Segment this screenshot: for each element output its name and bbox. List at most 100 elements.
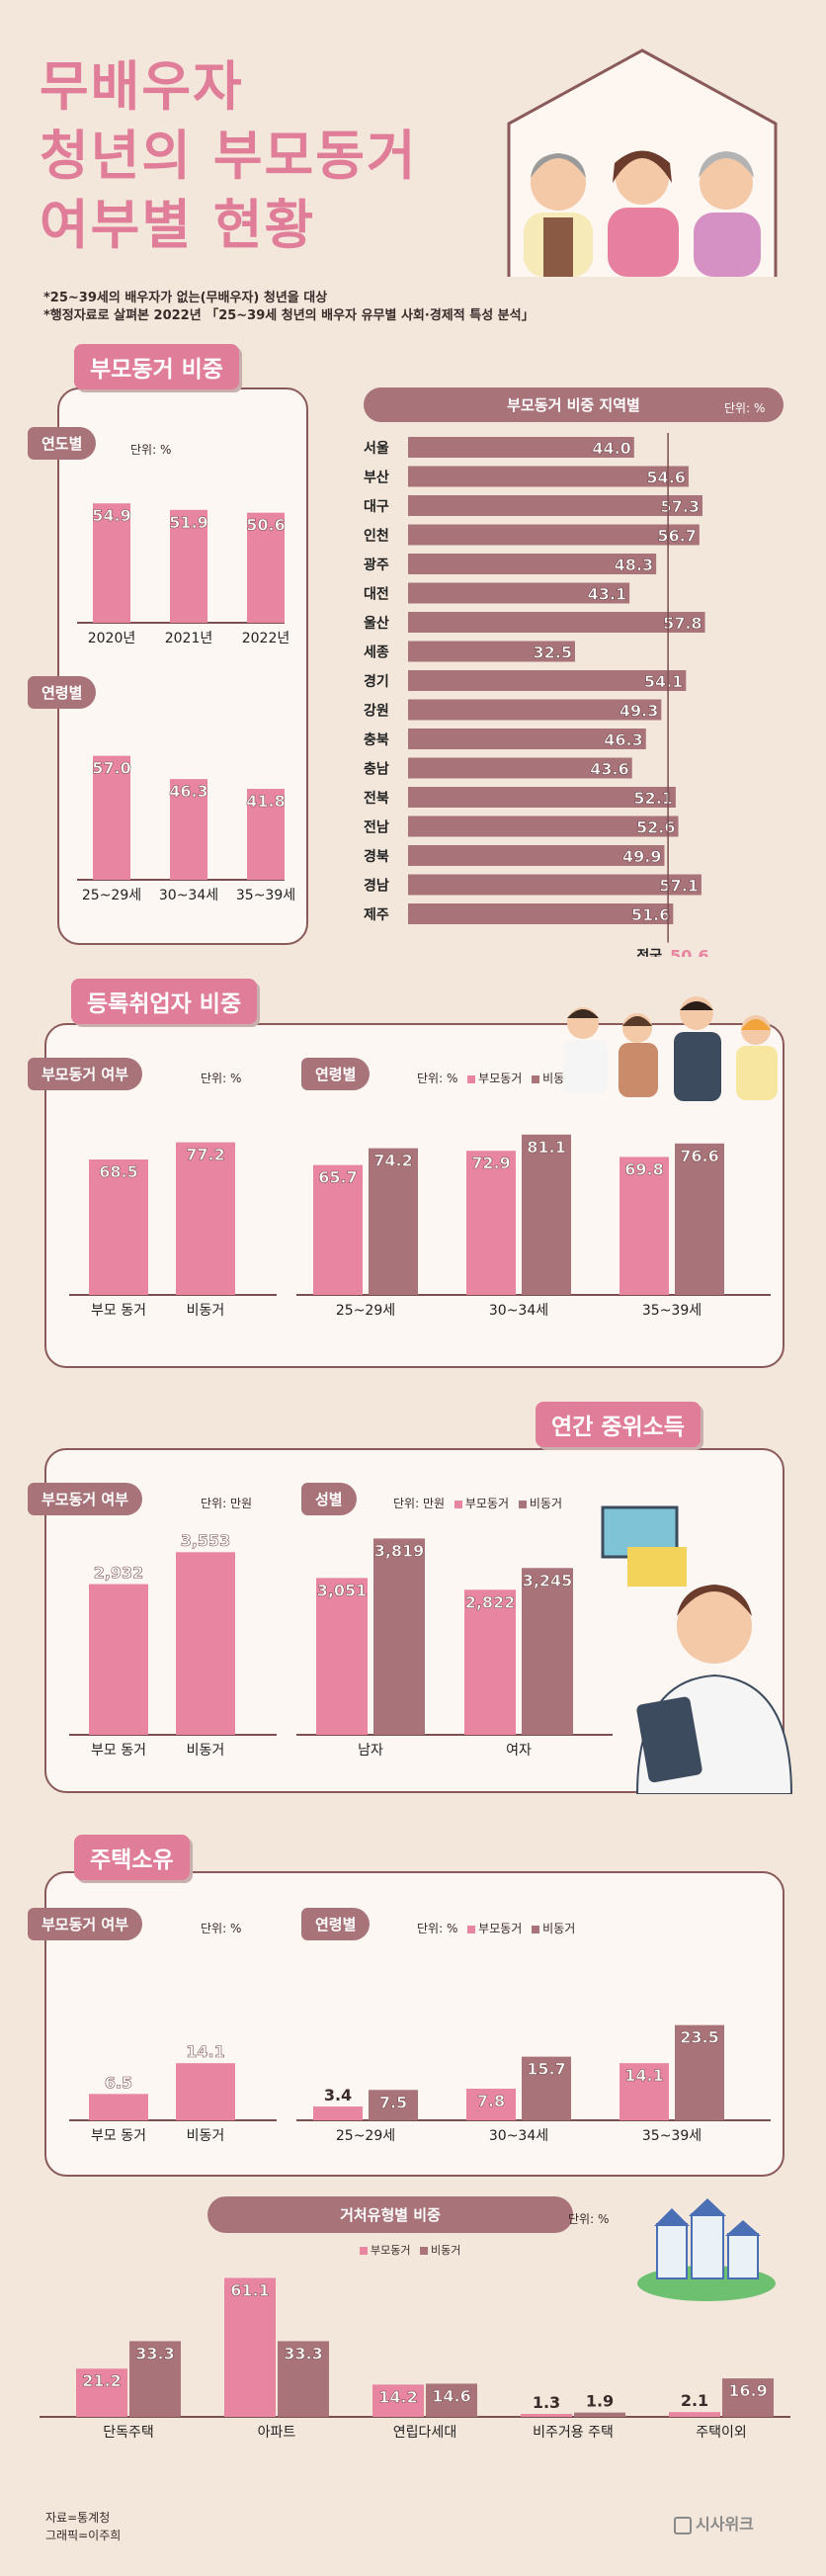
region-value-label: 49.3 — [620, 702, 658, 721]
category-label: 2022년 — [242, 631, 290, 646]
legend-swatch-cohab — [467, 1925, 476, 1933]
residence-legend: 부모동거 비동거 — [354, 2242, 460, 2258]
region-value-label: 51.6 — [631, 905, 670, 924]
category-label: 비동거 — [187, 1303, 225, 1319]
house-age-legend: 단위: % 부모동거 비동거 — [417, 1920, 575, 1936]
region-name: 경북 — [364, 848, 389, 865]
bar-noncohab — [522, 1134, 571, 1295]
legend-swatch-noncohab — [532, 1074, 540, 1083]
bar — [170, 779, 207, 880]
logo-text: 시사위크 — [696, 2515, 754, 2533]
region-name: 충남 — [364, 761, 389, 778]
region-bar — [408, 787, 676, 808]
bar — [247, 789, 285, 880]
region-bar — [408, 554, 657, 574]
subtab-emp-cohab: 부모동거 여부 — [28, 1058, 143, 1090]
chart-house-age: 3.4 7.5 25~29세 7.8 15.7 30~34세 14.1 23.5 35~39세 — [296, 2024, 771, 2144]
region-bar — [408, 437, 634, 458]
bar-value-label: 51.9 — [169, 513, 207, 532]
legend-swatch-cohab — [360, 2247, 368, 2255]
bar — [176, 1552, 235, 1735]
footer-graphic: 그래픽=이주희 — [45, 2529, 122, 2542]
unit-region: 단위: % — [724, 401, 766, 415]
region-bar — [408, 641, 575, 662]
bar-noncohab — [522, 1568, 573, 1735]
region-value-label: 48.3 — [615, 556, 653, 574]
region-name: 부산 — [364, 470, 389, 486]
chart-house-cohab: 6.5 부모 동거 14.1 비동거 — [69, 2042, 277, 2144]
bar-noncohab — [426, 2383, 477, 2417]
bar-value-label: 7.8 — [477, 2092, 505, 2110]
region-name: 강원 — [364, 703, 389, 720]
category-label: 30~34세 — [159, 888, 218, 903]
region-bar — [408, 729, 646, 749]
category-label: 35~39세 — [642, 2128, 702, 2144]
region-value-label: 52.1 — [633, 789, 672, 808]
note-target: *25~39세의 배우자가 없는(무배우자) 청년을 대상 — [43, 291, 328, 305]
bar-noncohab — [278, 2341, 329, 2417]
region-name: 대전 — [364, 586, 389, 603]
region-chart-title: 부모동거 비중 지역별 — [507, 396, 640, 414]
category-label: 연립다세대 — [393, 2425, 456, 2441]
region-name: 대구 — [364, 499, 389, 515]
unit-year: 단위: % — [130, 443, 172, 457]
region-name: 전북 — [364, 790, 389, 807]
region-name: 세종 — [364, 645, 389, 661]
national-label: 전국 — [636, 948, 662, 958]
bar-value-label: 23.5 — [680, 2028, 718, 2047]
region-name: 광주 — [364, 557, 389, 573]
region-name: 충북 — [364, 732, 389, 748]
bar-value-label: 57.0 — [92, 759, 130, 778]
bar-value-label: 14.6 — [432, 2386, 470, 2405]
bar-value-label: 2,822 — [465, 1592, 516, 1611]
bar-value-label: 50.6 — [246, 516, 285, 535]
region-bar — [408, 874, 702, 896]
bar-value-label: 6.5 — [105, 2073, 132, 2092]
bar-cohab — [313, 1164, 363, 1295]
bar-cohab — [224, 2277, 276, 2417]
legend-cohab: 부모동거 — [371, 2244, 411, 2257]
office-workers-illustration — [563, 996, 778, 1101]
chart-emp-age: 65.7 74.2 25~29세 72.9 81.1 30~34세 69.8 76.6 35~3… — [296, 1134, 771, 1319]
category-label: 25~29세 — [82, 888, 141, 903]
region-name: 경기 — [364, 673, 389, 690]
region-chart-header: 부모동거 비중 지역별 — [364, 387, 784, 422]
category-label: 25~29세 — [336, 1303, 395, 1319]
bar-noncohab — [675, 2024, 724, 2120]
chart-inc-cohab: 2,932 부모 동거 3,553 비동거 — [69, 1531, 277, 1759]
chart-region: 서울 44.0 부산 54.6 대구 57.3 인천 56.7 광주 48.3 대전 43.1 울산 57… — [364, 433, 709, 958]
footer-logo: 시사위크 — [674, 2511, 754, 2534]
region-value-label: 57.1 — [659, 877, 698, 896]
bar — [93, 755, 130, 880]
title-line-3: 여부별 현황 — [40, 194, 316, 256]
bar-cohab — [669, 2412, 720, 2417]
note-source: *행정자료로 살펴본 2022년 「25~39세 청년의 배우자 유무별 사회·… — [43, 308, 535, 323]
bar-value-label: 61.1 — [230, 2280, 269, 2299]
bar-value-label: 14.1 — [186, 2042, 224, 2061]
bar-value-label: 3,819 — [374, 1541, 425, 1560]
region-value-label: 43.6 — [590, 760, 628, 779]
bar-value-label: 14.1 — [624, 2066, 663, 2085]
region-bar — [408, 845, 665, 866]
legend-cohab: 부모동거 — [478, 1072, 523, 1085]
chart-inc-sex: 3,051 3,819 남자 2,822 3,245 여자 — [296, 1538, 613, 1759]
subtab-house-cohab: 부모동거 여부 — [28, 1908, 143, 1940]
bar-value-label: 46.3 — [169, 782, 207, 801]
bar-value-label: 3.4 — [324, 2086, 352, 2104]
bar-value-label: 1.9 — [586, 2392, 614, 2411]
bar — [89, 1584, 148, 1735]
bar-value-label: 77.2 — [186, 1146, 224, 1164]
bar-value-label: 76.6 — [680, 1147, 718, 1165]
region-name: 제주 — [364, 907, 389, 923]
unit-emp-age: 단위: % — [417, 1072, 458, 1085]
region-value-label: 46.3 — [604, 730, 642, 749]
region-bar — [408, 612, 705, 633]
legend-noncohab: 비동거 — [542, 1922, 576, 1935]
legend-swatch-cohab — [454, 1500, 462, 1508]
legend-swatch-noncohab — [532, 1925, 540, 1933]
bar-cohab — [313, 2106, 363, 2120]
region-name: 경남 — [364, 878, 389, 895]
region-bar — [408, 816, 679, 837]
region-bar — [408, 670, 687, 691]
title-line-2: 청년의 부모동거 — [40, 125, 418, 187]
